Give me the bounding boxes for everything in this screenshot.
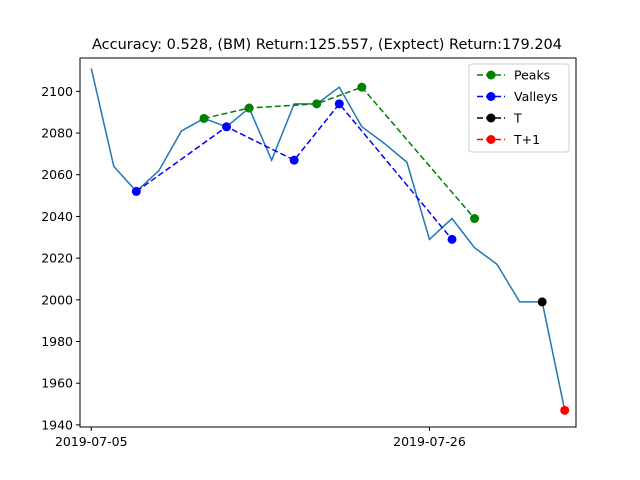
y-tick-label: 2060	[41, 167, 73, 182]
valleys-point	[289, 155, 299, 165]
t-point	[537, 297, 547, 307]
peaks-series-line	[203, 86, 476, 220]
x-tick-label: 2019-07-05	[55, 434, 128, 449]
legend: Peaks Valleys T T+1	[468, 63, 570, 153]
y-tick-label: 1940	[41, 417, 73, 432]
peaks-point	[470, 214, 480, 224]
y-tick-label: 2020	[41, 251, 73, 266]
valleys-point	[131, 186, 141, 196]
y-tick-label: 2040	[41, 209, 73, 224]
t-1-legend-marker	[486, 135, 496, 144]
plot-content	[90, 68, 570, 415]
y-tick-label: 2000	[41, 292, 73, 307]
y-tick-label: 1960	[41, 376, 73, 391]
x-tick-label: 2019-07-26	[393, 434, 466, 449]
t-legend-label: T	[513, 111, 522, 126]
plot-frame	[79, 57, 577, 428]
valleys-point	[447, 234, 457, 244]
peaks-point	[357, 82, 367, 92]
peaks-legend-marker	[486, 70, 496, 80]
chart-title: Accuracy: 0.528, (BM) Return:125.557, (E…	[92, 37, 562, 53]
y-axis: 1940 1960 1980 2000 2020 2040 2060 2080 2100	[41, 84, 80, 432]
peaks-point	[199, 113, 209, 123]
x-axis: 2019-07-05 2019-07-26	[55, 427, 466, 449]
valleys-legend-label: Valleys	[514, 89, 558, 104]
t-1-point	[560, 405, 570, 415]
price-line	[90, 68, 566, 411]
peaks-point	[312, 99, 322, 109]
valleys-legend-marker	[486, 92, 496, 101]
peaks-legend-label: Peaks	[514, 68, 550, 83]
valleys-series-line	[135, 102, 453, 240]
legend-box	[468, 63, 570, 153]
y-tick-label: 2080	[41, 126, 73, 141]
t-1-legend-label: T+1	[513, 132, 540, 147]
peaks-point	[244, 103, 254, 113]
t-legend-marker	[486, 113, 496, 123]
valleys-point	[334, 99, 344, 109]
y-tick-label: 1980	[41, 334, 73, 349]
y-tick-label: 2100	[41, 84, 73, 99]
valleys-point	[222, 122, 232, 132]
